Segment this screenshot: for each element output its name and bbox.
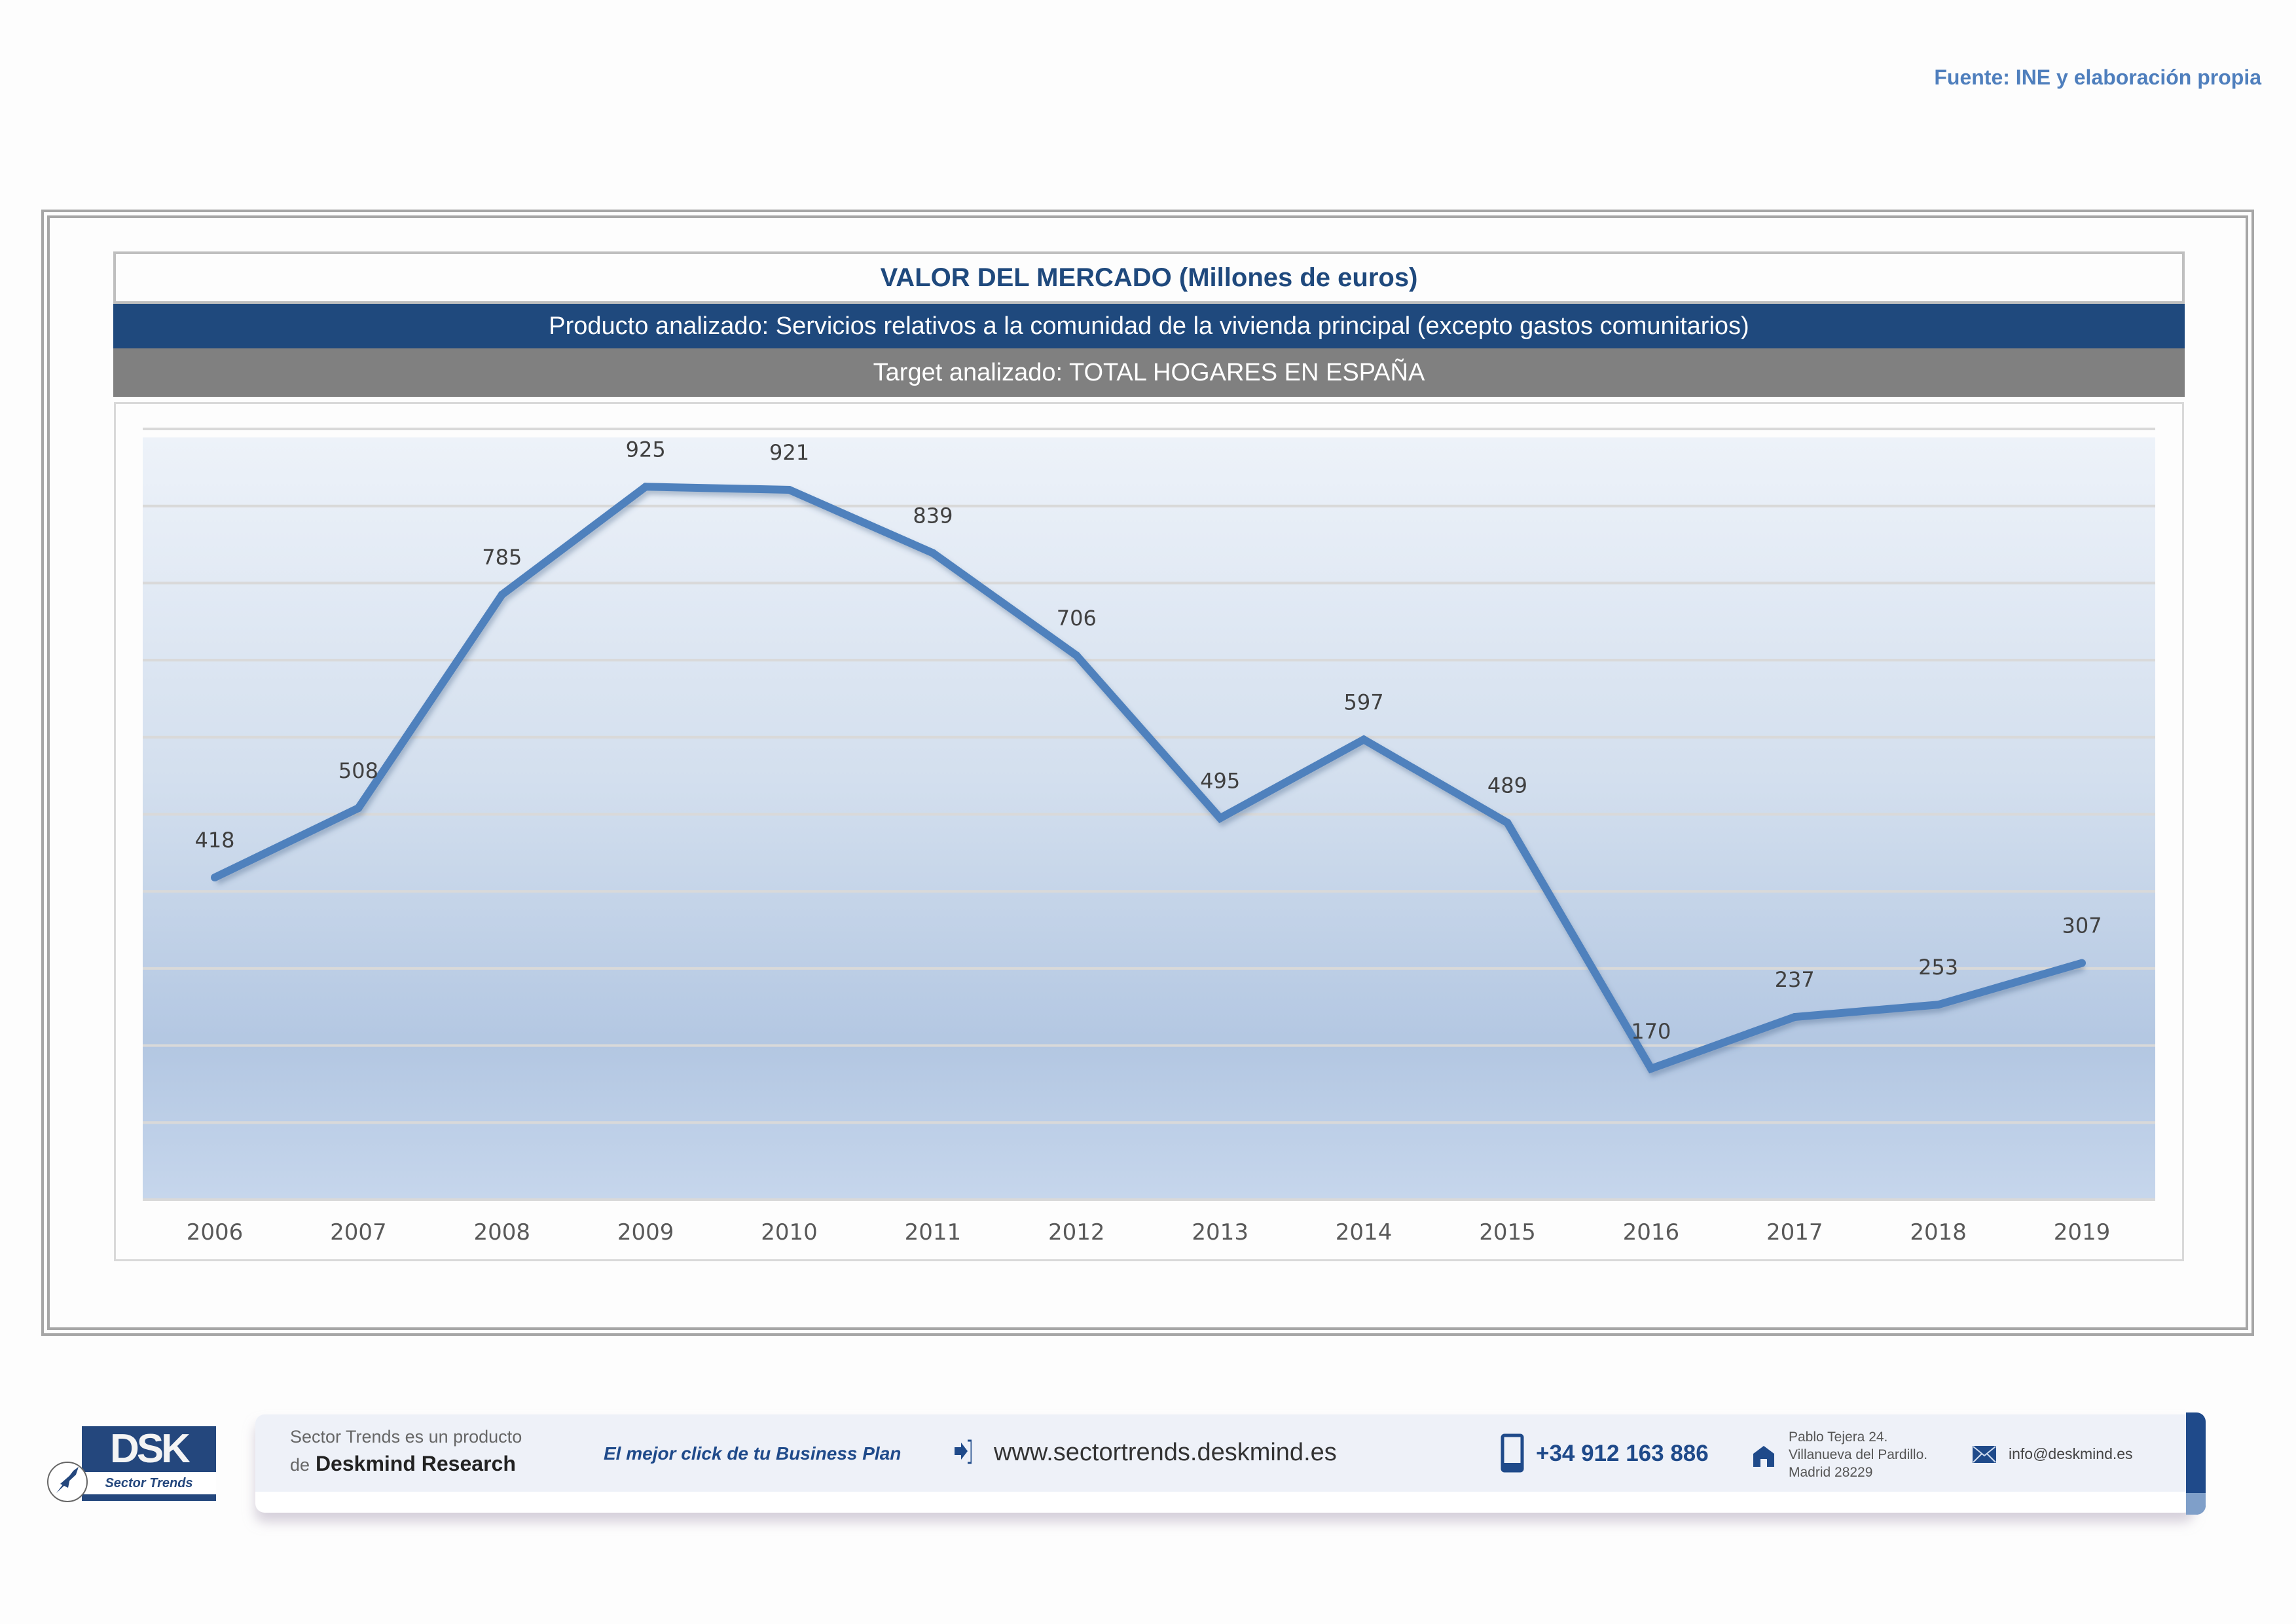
- data-point-2010: [785, 485, 793, 494]
- footer-tagline-line1: Sector Trends es un producto: [290, 1427, 522, 1447]
- footer-tagline-line2: de Deskmind Research: [290, 1451, 516, 1477]
- data-point-2007: [354, 804, 363, 813]
- data-point-2009: [642, 483, 650, 491]
- data-label-2010: 921: [769, 440, 809, 465]
- data-label-2008: 785: [482, 545, 522, 570]
- data-label-2016: 170: [1631, 1019, 1671, 1044]
- envelope-icon: [1973, 1446, 1996, 1463]
- data-label-2009: 925: [626, 437, 666, 462]
- data-point-2011: [928, 549, 937, 557]
- data-point-2008: [498, 591, 506, 599]
- data-label-2015: 489: [1487, 773, 1527, 798]
- x-tick-label-2007: 2007: [330, 1219, 387, 1246]
- data-point-2017: [1791, 1013, 1799, 1022]
- dsk-logo: DSK Sector Trends: [46, 1426, 217, 1505]
- product-band: Producto analizado: Servicios relativos …: [113, 301, 2185, 348]
- footer-website-link[interactable]: www.sectortrends.deskmind.es: [994, 1439, 1337, 1466]
- plot-area: [143, 437, 2155, 1198]
- data-label-2011: 839: [913, 503, 953, 528]
- x-tick-label-2006: 2006: [187, 1219, 244, 1246]
- data-label-2007: 508: [338, 758, 378, 783]
- data-label-2019: 307: [2062, 913, 2102, 938]
- source-note: Fuente: INE y elaboración propia: [1934, 65, 2261, 89]
- data-point-2014: [1360, 735, 1368, 744]
- data-label-2017: 237: [1775, 967, 1815, 992]
- footer-tagline-prefix: de: [290, 1455, 310, 1475]
- line-chart: 418 508 785 925 921 839 706 495 597 489 170 237 253 3…: [143, 428, 2155, 1246]
- footer-banner: [255, 1414, 2193, 1492]
- x-tick-label-2010: 2010: [761, 1219, 818, 1246]
- outer-frame: [41, 210, 2254, 1336]
- series-line: [213, 483, 2083, 1074]
- house-icon: [1752, 1445, 1776, 1467]
- address-line-1: Pablo Tejera 24.: [1789, 1430, 1888, 1445]
- x-tick-label-2011: 2011: [905, 1219, 962, 1246]
- data-label-2018: 253: [1918, 955, 1958, 980]
- mobile-phone-icon: [1501, 1433, 1524, 1473]
- arrow-login-icon: [955, 1439, 973, 1466]
- data-point-2012: [1072, 652, 1081, 660]
- footer-address: Pablo Tejera 24. Villanueva del Pardillo…: [1789, 1428, 1927, 1481]
- data-point-2018: [1934, 1001, 1942, 1009]
- footer-email[interactable]: info@deskmind.es: [2009, 1445, 2133, 1462]
- data-label-2013: 495: [1200, 768, 1240, 793]
- data-point-2019: [2078, 959, 2086, 967]
- x-tick-label-2012: 2012: [1048, 1219, 1105, 1246]
- data-point-2016: [1647, 1064, 1655, 1073]
- chart-title: VALOR DEL MERCADO (Millones de euros): [113, 251, 2185, 301]
- x-tick-label-2017: 2017: [1766, 1219, 1823, 1246]
- x-tick-label-2008: 2008: [474, 1219, 531, 1246]
- data-point-2013: [1216, 814, 1224, 822]
- address-line-2: Villanueva del Pardillo.: [1789, 1447, 1928, 1462]
- logo-subtitle: Sector Trends: [82, 1473, 216, 1493]
- footer-edge-accent-low: [2186, 1493, 2206, 1515]
- data-point-2015: [1503, 819, 1512, 827]
- x-tick-label-2015: 2015: [1479, 1219, 1536, 1246]
- address-line-3: Madrid 28229: [1789, 1465, 1873, 1480]
- rocket-arrow-icon: [46, 1460, 89, 1504]
- x-tick-label-2018: 2018: [1910, 1219, 1967, 1246]
- inner-frame: [47, 215, 2248, 1330]
- logo-text: DSK: [82, 1426, 216, 1472]
- x-tick-label-2014: 2014: [1336, 1219, 1393, 1246]
- x-tick-label-2016: 2016: [1623, 1219, 1680, 1246]
- data-point-2006: [211, 874, 219, 882]
- data-label-2012: 706: [1057, 606, 1097, 631]
- footer-phone[interactable]: +34 912 163 886: [1536, 1441, 1709, 1466]
- x-tick-label-2019: 2019: [2054, 1219, 2111, 1246]
- target-band: Target analizado: TOTAL HOGARES EN ESPAÑ…: [113, 348, 2185, 397]
- x-tick-label-2009: 2009: [617, 1219, 674, 1246]
- x-tick-label-2013: 2013: [1192, 1219, 1248, 1246]
- data-label-2006: 418: [194, 828, 234, 853]
- logo-bar: [82, 1494, 216, 1501]
- footer-slogan: El mejor click de tu Business Plan: [604, 1443, 902, 1464]
- footer-brand: Deskmind Research: [315, 1452, 516, 1475]
- data-label-2014: 597: [1344, 690, 1384, 714]
